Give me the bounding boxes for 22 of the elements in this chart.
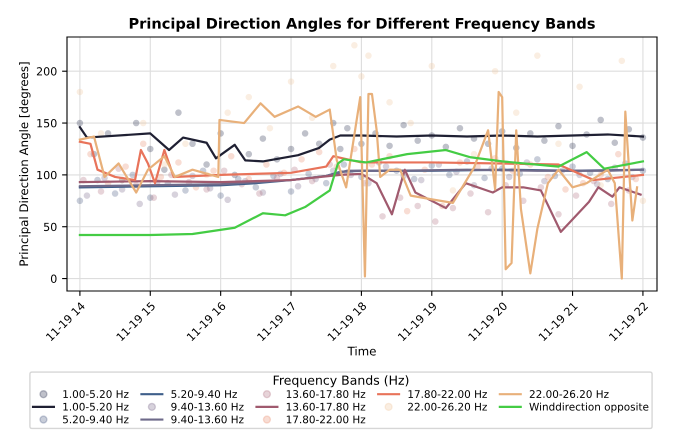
y-tick-label: 50 [44,222,57,232]
legend-label: 5.20-9.40 Hz [171,390,237,398]
legend-label: 13.60-17.80 Hz [286,402,366,411]
chart-title: Principal Direction Angles for Different Frequency Bands [130,18,595,32]
x-axis-title: Time [348,346,376,356]
y-tick-label: 200 [36,67,57,76]
legend-label: 13.60-17.80 Hz [286,390,366,398]
legend-label: 17.80-22.00 Hz [286,415,366,424]
y-tick-label: 100 [37,170,57,180]
legend-label: 5.20-9.40 Hz [63,415,129,424]
legend-label: 9.40-13.60 Hz [171,415,244,424]
legend-label: 22.00-26.20 Hz [408,402,487,411]
legend-label: 1.00-5.20 Hz [63,390,129,398]
y-tick-label: 0 [50,274,57,283]
legend-title: Frequency Bands (Hz) [274,375,408,388]
y-axis-title: Principal Direction Angle [degrees] [19,62,31,266]
y-tick-label: 150 [37,119,57,128]
legend-label: 9.40-13.60 Hz [171,402,244,411]
legend-label: 1.00-5.20 Hz [63,402,129,411]
legend-label: 17.80-22.00 Hz [408,390,487,398]
legend-label: Winddirection opposite [529,402,648,413]
legend-label: 22.00-26.20 Hz [530,390,609,398]
